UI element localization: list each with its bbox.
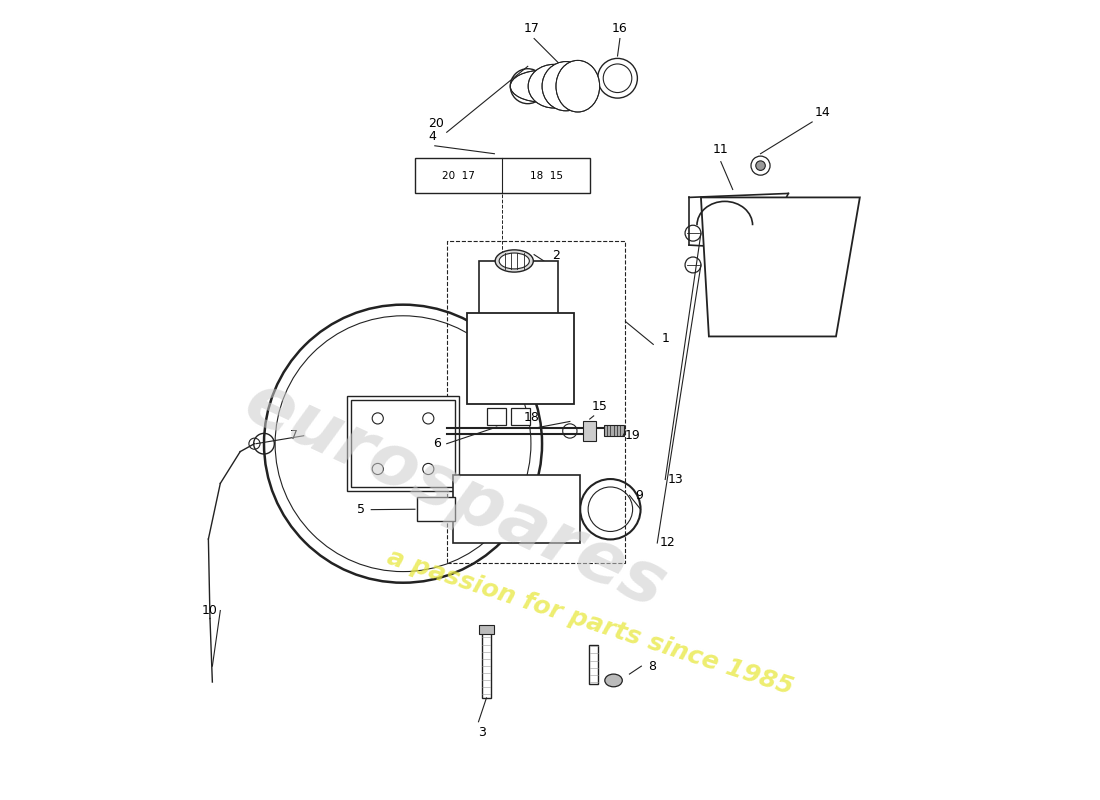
Bar <box>447 241 626 563</box>
Ellipse shape <box>528 64 580 108</box>
Text: 5: 5 <box>356 503 365 516</box>
Text: 4: 4 <box>429 130 437 142</box>
Bar <box>415 158 590 194</box>
Text: 2: 2 <box>552 249 560 262</box>
Ellipse shape <box>499 253 529 269</box>
Text: 11: 11 <box>713 143 728 156</box>
Text: 19: 19 <box>625 430 640 442</box>
Text: 18  15: 18 15 <box>529 170 562 181</box>
Bar <box>482 630 492 698</box>
Ellipse shape <box>510 70 574 102</box>
Bar <box>348 396 459 491</box>
Ellipse shape <box>495 250 534 272</box>
Bar <box>466 313 574 404</box>
Text: 7: 7 <box>290 430 298 442</box>
Bar <box>588 645 598 685</box>
Circle shape <box>756 161 766 170</box>
Text: 10: 10 <box>202 604 218 617</box>
Text: 15: 15 <box>592 400 607 413</box>
Text: 16: 16 <box>612 22 628 35</box>
Text: eurospares: eurospares <box>233 367 676 623</box>
Polygon shape <box>701 198 860 337</box>
Bar <box>417 498 455 521</box>
Text: 20: 20 <box>428 117 443 130</box>
Ellipse shape <box>556 60 600 112</box>
Bar <box>453 475 580 543</box>
Bar <box>604 425 624 436</box>
Text: 20  17: 20 17 <box>442 170 475 181</box>
Text: 8: 8 <box>648 660 656 673</box>
Text: 9: 9 <box>635 489 642 502</box>
Text: 17: 17 <box>524 22 540 35</box>
Text: 1: 1 <box>661 331 669 345</box>
Bar <box>487 408 506 426</box>
Text: a passion for parts since 1985: a passion for parts since 1985 <box>384 546 795 700</box>
Text: 3: 3 <box>478 726 486 738</box>
Text: 18: 18 <box>524 411 540 424</box>
Ellipse shape <box>542 62 590 111</box>
Bar <box>351 400 454 487</box>
Text: 6: 6 <box>433 437 441 450</box>
Bar <box>583 422 596 441</box>
Text: 13: 13 <box>668 473 683 486</box>
Text: 14: 14 <box>815 106 830 119</box>
Bar <box>480 625 494 634</box>
Ellipse shape <box>605 674 623 686</box>
Text: 12: 12 <box>660 537 675 550</box>
Bar <box>478 261 558 321</box>
Bar <box>512 408 530 426</box>
